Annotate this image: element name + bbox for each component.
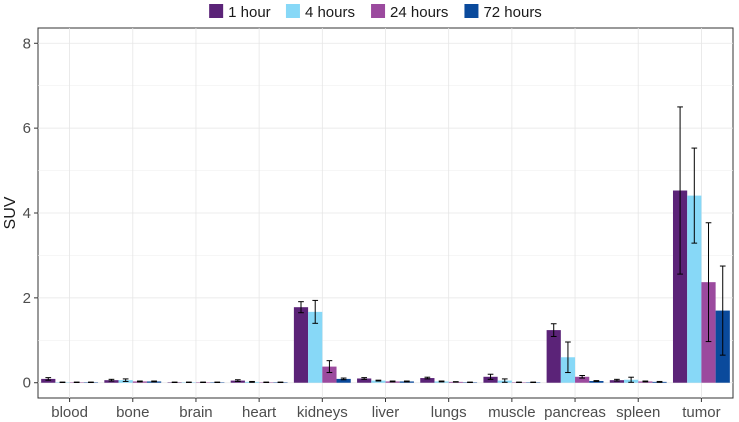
legend: 1 hour 4 hours 24 hours 72 hours — [209, 4, 542, 21]
error-bar — [312, 299, 319, 324]
error-bar — [501, 378, 508, 383]
bar-liver-4-hours — [371, 380, 386, 383]
error-bar — [249, 380, 255, 383]
x-tick-label-pancreas: pancreas — [544, 404, 606, 421]
bar-pancreas-24-hours — [575, 376, 590, 383]
y-axis: 0 2 4 6 8 — [23, 35, 38, 392]
legend-label: 24 hours — [390, 4, 448, 21]
error-bar — [234, 379, 241, 382]
y-tick-label: 8 — [23, 35, 31, 52]
error-bar — [45, 377, 52, 381]
error-bar — [628, 376, 634, 383]
bar-blood-1-hour — [41, 378, 56, 383]
error-bar — [614, 378, 620, 382]
error-bar — [438, 380, 445, 383]
error-bar — [424, 376, 431, 380]
bar-lungs-1-hour — [420, 378, 435, 383]
legend-label: 4 hours — [305, 4, 355, 21]
legend-key — [285, 4, 300, 18]
error-bar — [403, 380, 410, 383]
bar-tumor-1-hour — [672, 190, 688, 383]
x-tick-label-liver: liver — [372, 404, 400, 421]
bar-tumor-4-hours — [687, 195, 702, 383]
error-bar — [550, 323, 557, 337]
legend-label: 72 hours — [483, 4, 541, 21]
x-tick-label-kidneys: kidneys — [297, 404, 348, 421]
y-axis-title: SUV — [2, 196, 19, 229]
y-tick-label: 2 — [23, 290, 31, 307]
error-bar — [656, 380, 663, 383]
legend-item-72-hours: 72 hours — [464, 4, 542, 21]
error-bar — [719, 265, 726, 356]
error-bar — [340, 377, 347, 381]
legend-key — [371, 4, 386, 18]
error-bar — [565, 341, 571, 374]
x-tick-label-heart: heart — [242, 404, 277, 421]
y-tick-label: 4 — [23, 205, 31, 222]
x-tick-label-blood: blood — [51, 404, 88, 421]
error-bar — [108, 378, 115, 382]
error-bar — [389, 380, 396, 383]
error-bar — [326, 360, 333, 374]
x-tick-label-spleen: spleen — [616, 404, 660, 421]
bar-kidneys-24-hours — [322, 366, 337, 383]
legend-item-1-hour: 1 hour — [209, 4, 271, 21]
error-bar — [375, 379, 382, 382]
x-tick-label-muscle: muscle — [488, 404, 536, 421]
error-bar — [298, 301, 304, 314]
error-bar — [593, 380, 600, 382]
error-bar — [151, 380, 157, 383]
error-bar — [122, 378, 129, 382]
x-axis: blood bone brain heart kidneys liver lungs musc… — [51, 398, 721, 421]
x-tick-label-brain: brain — [179, 404, 212, 421]
error-bar — [137, 380, 143, 383]
bar-pancreas-1-hour — [546, 330, 561, 383]
legend-item-24-hours: 24 hours — [371, 4, 448, 21]
error-bar — [677, 106, 683, 275]
bar-kidneys-4-hours — [308, 311, 323, 383]
x-tick-label-tumor: tumor — [682, 404, 720, 421]
error-bar — [705, 222, 712, 343]
legend-key — [209, 4, 224, 18]
error-bar — [691, 147, 698, 244]
error-bar — [642, 380, 649, 383]
error-bar — [487, 373, 494, 380]
error-bar — [361, 377, 368, 380]
gridlines — [38, 28, 733, 398]
error-bars — [45, 106, 726, 384]
bar-kidneys-72-hours — [336, 378, 351, 383]
y-tick-label: 0 — [23, 375, 31, 392]
x-tick-label-bone: bone — [116, 404, 149, 421]
bar-kidneys-1-hour — [293, 307, 309, 383]
plot-panel — [37, 27, 734, 399]
x-tick-label-lungs: lungs — [431, 404, 467, 421]
error-bar — [579, 375, 585, 379]
legend-item-4-hours: 4 hours — [285, 4, 355, 21]
legend-label: 1 hour — [228, 4, 271, 21]
bar-liver-1-hour — [357, 378, 372, 383]
legend-key — [464, 4, 479, 18]
y-tick-label: 6 — [23, 120, 31, 137]
